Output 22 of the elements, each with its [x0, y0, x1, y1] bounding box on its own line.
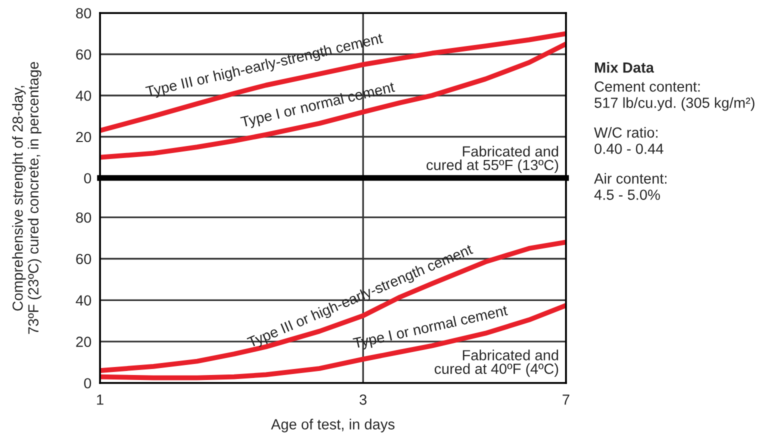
y-tick-label: 0 — [84, 173, 92, 184]
y-tick-label: 20 — [76, 336, 92, 348]
y-tick-label: 20 — [76, 132, 92, 142]
y-tick-label: 60 — [76, 254, 92, 264]
x-axis-title: Age of test, in days — [271, 418, 394, 432]
text: Mix Data — [594, 62, 654, 73]
y-tick-label: 80 — [76, 8, 92, 18]
x-tick-label: 7 — [562, 394, 570, 405]
text: W/C ratio: 0.40 - 0.44 — [594, 127, 664, 154]
text: Cement content: 517 lb/cu.yd. (305 kg/m²) — [594, 81, 754, 111]
annotation: Fabricated and cured at 55ºF (13ºC) — [426, 146, 558, 174]
y-tick-label: 60 — [76, 49, 92, 60]
x-tick-label: 3 — [360, 394, 367, 405]
y-axis-title: Comprehensive strenght of 28-day, 73ºF (23ºC) cured concrete, in percentage — [12, 62, 42, 334]
text: Air content: 4.5 - 5.0% — [594, 173, 666, 200]
annotation: Fabricated and cured at 40ºF (4ºC) — [434, 350, 558, 377]
text: Type I or normal cement — [240, 81, 396, 130]
y-tick-label: 40 — [76, 295, 92, 306]
y-tick-label: 40 — [76, 90, 92, 101]
x-tick-label: 1 — [97, 394, 104, 405]
y-tick-label: 0 — [84, 378, 92, 388]
y-tick-label: 80 — [76, 212, 92, 223]
